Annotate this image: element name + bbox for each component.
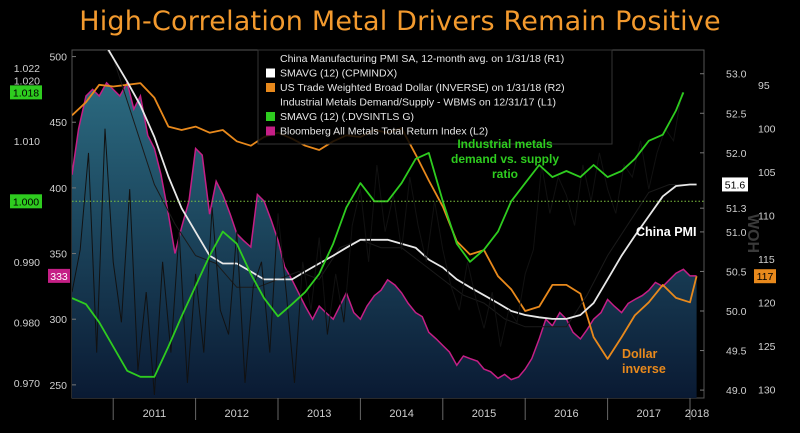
l1-tick-label: 1.022 [14, 63, 40, 75]
wbms-annotation-line: demand vs. supply [451, 152, 559, 166]
legend-swatch [266, 83, 275, 92]
legend-swatch [266, 68, 275, 78]
l1-tick-label: 0.990 [14, 257, 40, 269]
r1-tick-label: 53.0 [726, 69, 747, 81]
r2-tick-label: 125 [758, 341, 776, 353]
x-tick-label: 2018 [685, 408, 709, 420]
right-axis-watermark: WOH [744, 214, 761, 253]
r1-tick-label: 52.0 [726, 148, 747, 160]
l2-tick-label: 400 [49, 183, 67, 195]
x-tick-label: 2013 [307, 408, 331, 420]
wbms-annotation-line: ratio [492, 167, 518, 181]
bcom-area-layer [72, 82, 697, 398]
legend-swatch [266, 126, 275, 136]
r1-tick-label: 49.5 [726, 346, 747, 358]
series-line-3 [107, 50, 697, 320]
r2-tick-label: 95 [758, 80, 770, 92]
legend-item-label: SMAVG (12) (.DVSINTLS G) [280, 111, 414, 123]
r1-tick-label: 51.3 [726, 203, 747, 215]
dollar-annotation-line: inverse [622, 362, 666, 376]
r2-tick-label: 115 [758, 254, 775, 266]
x-tick-label: 2016 [554, 408, 578, 420]
dollar-annotation-line: Dollar [622, 347, 658, 361]
raw-series-line-4 [72, 92, 683, 396]
bcom-metals-line [72, 80, 697, 381]
l1-tick-label: 1.020 [14, 75, 40, 87]
pmi-annotation: China PMI [636, 225, 696, 239]
x-tick-label: 2012 [225, 408, 249, 420]
bcom-area [72, 82, 697, 398]
wbms-last-badge-bg [10, 85, 42, 100]
r2-tick-label: 100 [758, 123, 776, 135]
wbms-last-badge: 1.018 [13, 87, 39, 99]
usd-last-badge-bg [754, 269, 776, 284]
l2-tick-label: 500 [49, 52, 67, 64]
x-tick-label: 2017 [637, 408, 661, 420]
wbms-annotation-line: Industrial metals [457, 137, 553, 151]
r2-tick-label: 110 [758, 210, 775, 222]
l1-tick-label: 0.980 [14, 317, 40, 329]
legend-item-label: SMAVG (12) (CPMINDX) [280, 68, 397, 80]
legend-swatch [266, 112, 275, 121]
reference-badge: 1.000 [13, 196, 39, 208]
legend: China Manufacturing PMI SA, 12-month avg… [257, 49, 613, 145]
reference-badge-bg [10, 194, 42, 209]
legend-item-label: Industrial Metals Demand/Supply - WBMS o… [280, 97, 556, 109]
legend-item-label: China Manufacturing PMI SA, 12-month avg… [280, 53, 564, 65]
r1-tick-label: 52.5 [726, 108, 747, 120]
chart-title: High-Correlation Metal Drivers Remain Po… [79, 6, 721, 37]
r1-tick-label: 50.5 [726, 266, 747, 278]
r1-tick-label: 50.0 [726, 306, 747, 318]
raw-series-line-2 [105, 50, 690, 328]
pmi-last-badge-bg [722, 177, 748, 192]
r2-tick-label: 130 [758, 384, 776, 396]
r2-tick-label: 105 [758, 167, 776, 179]
legend-item-label: Bloomberg All Metals Total Return Index … [280, 126, 488, 138]
l2-tick-label: 250 [49, 380, 67, 392]
x-tick-label: 2014 [389, 408, 413, 420]
x-tick-label: 2011 [143, 408, 167, 420]
l2-tick-label: 300 [49, 314, 67, 326]
l1-tick-label: 0.970 [14, 378, 40, 390]
bcom-last-badge-bg [48, 268, 70, 283]
x-tick-label: 2015 [472, 408, 496, 420]
usd-last-badge: 117 [757, 271, 774, 283]
l2-tick-label: 350 [49, 249, 67, 261]
legend-item-label: US Trade Weighted Broad Dollar (INVERSE)… [280, 82, 565, 94]
r1-tick-label: 51.0 [726, 227, 747, 239]
r1-tick-label: 49.0 [726, 385, 747, 397]
bcom-last-badge: 333 [50, 271, 68, 283]
l1-tick-label: 1.010 [14, 136, 40, 148]
l2-tick-label: 450 [49, 117, 67, 129]
pmi-last-badge: 51.6 [725, 179, 746, 191]
legend-box [257, 49, 613, 145]
r2-tick-label: 120 [758, 297, 776, 309]
